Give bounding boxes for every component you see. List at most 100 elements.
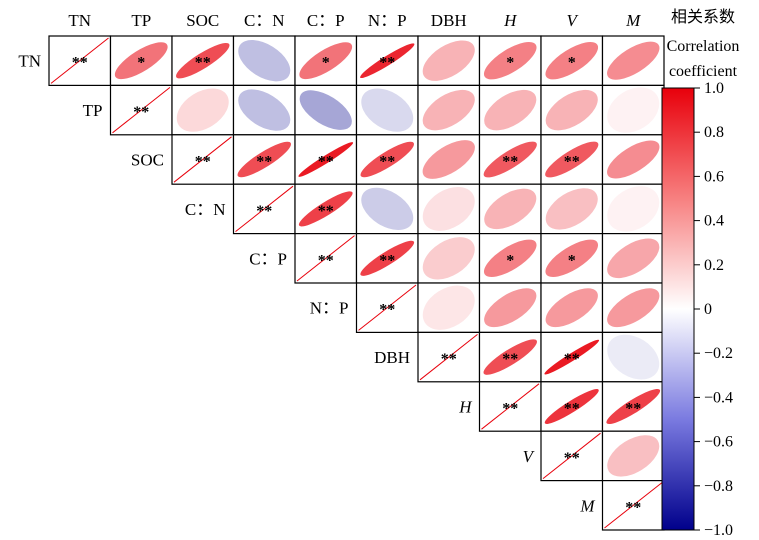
column-label: V: [567, 11, 580, 30]
significance-mark: **: [564, 450, 580, 467]
correlation-ellipse: [607, 186, 660, 232]
correlation-ellipse: [361, 88, 414, 132]
heatmap-cell: **: [171, 35, 235, 87]
colorbar-tick-label: 0: [704, 301, 712, 318]
significance-mark: **: [379, 302, 395, 319]
heatmap-cell: [478, 183, 542, 235]
heatmap-cell: [232, 84, 296, 136]
heatmap-cell: [294, 84, 358, 136]
significance-mark: *: [506, 55, 514, 72]
correlation-ellipse: [422, 40, 475, 81]
heatmap-cell: [601, 84, 665, 136]
colorbar-title-en-2: coefficient: [669, 63, 738, 80]
matrix-grid: TN ** * ** * ** * *TP **SOC ** ** ** ** ** **C：N ** **C：…: [18, 35, 665, 531]
colorbar-gradient: [661, 87, 695, 531]
heatmap-cell: [540, 84, 604, 136]
row-label: DBH: [374, 348, 410, 367]
correlation-ellipse: [176, 42, 230, 79]
row-label: N：P: [310, 299, 349, 318]
correlation-ellipse: [607, 238, 660, 279]
correlation-ellipse: [483, 339, 537, 375]
correlation-ellipse: [299, 90, 352, 130]
heatmap-cell: *: [109, 35, 173, 87]
correlation-ellipse: [483, 41, 537, 80]
heatmap-cell: [540, 282, 604, 334]
column-label: C：P: [307, 11, 345, 30]
significance-mark: *: [568, 252, 576, 269]
correlation-ellipse: [422, 285, 475, 330]
heatmap-cell: *: [478, 35, 542, 87]
diagonal-line: [358, 284, 417, 331]
correlation-ellipse: [607, 41, 660, 80]
heatmap-cell: **: [601, 381, 665, 432]
heatmap-cell: [417, 35, 481, 87]
heatmap-cell: [601, 282, 665, 334]
correlation-ellipse: [484, 188, 537, 230]
heatmap-cell: [601, 134, 665, 185]
correlation-ellipse: [422, 89, 475, 131]
row-label: C：N: [185, 200, 226, 219]
heatmap-cell: **: [540, 134, 604, 185]
correlation-ellipse: [299, 42, 353, 80]
colorbar-tick-label: 1.0: [704, 80, 724, 97]
heatmap-cell: [478, 84, 542, 136]
row-label: H: [458, 398, 473, 417]
heatmap-cell: [417, 282, 481, 334]
correlation-ellipse: [607, 87, 660, 133]
correlation-ellipse: [545, 239, 599, 278]
correlation-ellipse: [360, 240, 415, 276]
heatmap-cell: *: [478, 233, 542, 284]
colorbar-tick-label: −0.6: [704, 434, 733, 451]
heatmap-cell: **: [232, 134, 296, 185]
significance-mark: **: [133, 104, 149, 121]
correlation-ellipse: [298, 142, 354, 177]
heatmap-cell: **: [232, 183, 296, 235]
significance-mark: **: [318, 203, 334, 220]
heatmap-cell: **: [355, 134, 419, 185]
column-label: C：N: [244, 11, 285, 30]
column-label: M: [625, 11, 641, 30]
heatmap-cell: [232, 35, 296, 87]
column-label: H: [503, 11, 518, 30]
row-label: SOC: [131, 151, 164, 170]
significance-mark: **: [564, 351, 580, 368]
colorbar-tick-label: −0.2: [704, 345, 733, 362]
row-label: TP: [83, 101, 103, 120]
significance-mark: **: [441, 351, 457, 368]
correlation-ellipse: [114, 42, 168, 80]
significance-mark: **: [318, 154, 334, 171]
diagonal-line: [419, 334, 478, 381]
heatmap-cell: **: [540, 331, 604, 383]
heatmap-cell: **: [171, 134, 235, 185]
row-label: TN: [18, 52, 41, 71]
correlation-ellipse: [360, 141, 414, 178]
correlation-ellipse: [607, 435, 660, 477]
diagonal-line: [50, 37, 109, 84]
correlation-ellipse: [422, 186, 475, 231]
diagonal-line: [542, 432, 601, 479]
colorbar-tick-label: 0.8: [704, 124, 724, 141]
correlation-ellipse: [545, 288, 598, 328]
correlation-ellipse: [544, 389, 599, 424]
significance-mark: **: [564, 401, 580, 418]
row-label: M: [579, 496, 595, 515]
heatmap-cell: [355, 84, 419, 136]
colorbar-tick-label: 0.4: [704, 213, 724, 230]
heatmap-cell: **: [417, 331, 481, 383]
significance-mark: **: [318, 252, 334, 269]
correlation-ellipse: [484, 288, 537, 328]
correlation-ellipse: [422, 237, 475, 280]
colorbar: 相关系数 Correlation coefficient 1.0 0.8 0.6 0.…: [661, 8, 740, 539]
row-label: V: [523, 447, 536, 466]
colorbar-title-en-1: Correlation: [667, 38, 740, 55]
correlation-ellipse: [544, 339, 600, 375]
correlation-ellipse: [484, 89, 537, 131]
column-label: TP: [131, 11, 151, 30]
colorbar-tick-label: −1.0: [704, 522, 733, 539]
significance-mark: **: [502, 351, 518, 368]
correlation-ellipse: [422, 140, 475, 179]
significance-mark: **: [195, 154, 211, 171]
column-label: N：P: [368, 11, 407, 30]
heatmap-cell: **: [478, 331, 542, 383]
heatmap-cell: [417, 134, 481, 185]
